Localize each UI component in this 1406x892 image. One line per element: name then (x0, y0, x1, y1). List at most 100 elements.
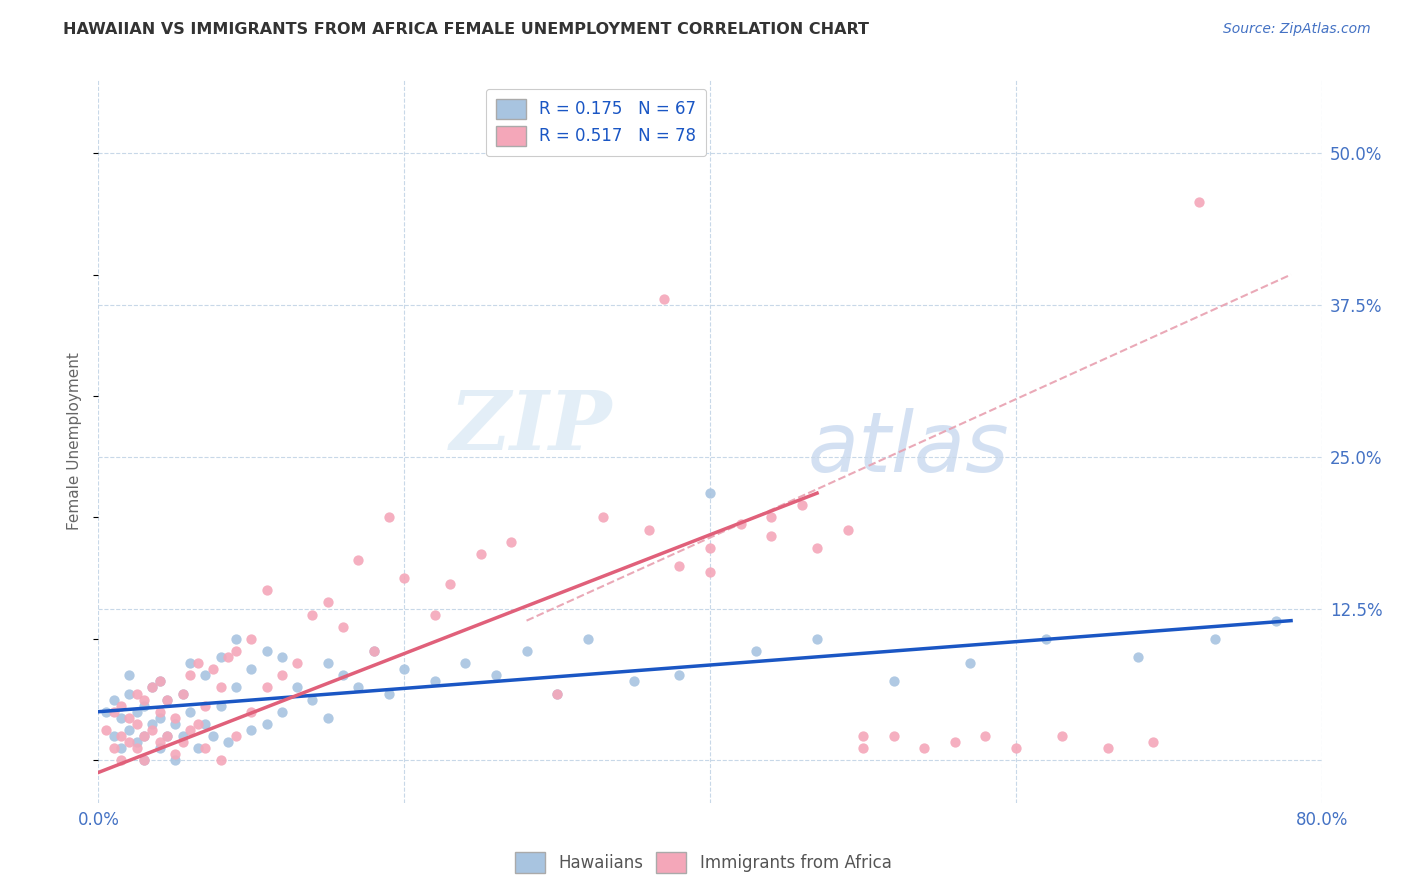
Point (141, 681, 163, 695)
Point (378, 686, 401, 700)
Point (202, 729, 225, 743)
Point (118, 711, 141, 725)
Point (501, 534, 523, 549)
Point (209, 650, 232, 665)
Point (187, 741, 209, 756)
Point (156, 692, 179, 706)
Point (103, 692, 125, 706)
Point (576, 632, 599, 646)
Point (392, 662, 416, 676)
Point (790, 498, 813, 512)
Point (256, 681, 278, 695)
Point (316, 656, 339, 670)
Point (225, 681, 247, 695)
Point (974, 729, 997, 743)
Point (134, 692, 156, 706)
Point (134, 729, 156, 743)
Point (172, 686, 194, 700)
Point (301, 692, 323, 706)
Point (125, 686, 148, 700)
Legend: Hawaiians, Immigrants from Africa: Hawaiians, Immigrants from Africa (508, 846, 898, 880)
Point (94, 723, 117, 737)
Point (454, 656, 477, 670)
Point (172, 735, 194, 749)
Point (439, 577, 461, 591)
Point (194, 717, 217, 731)
Point (103, 705, 125, 719)
Point (240, 705, 263, 719)
Point (347, 553, 370, 567)
Point (225, 632, 247, 646)
Point (1188, 194, 1211, 209)
Point (943, 735, 966, 749)
Point (285, 681, 308, 695)
Point (256, 717, 278, 731)
Point (392, 571, 416, 585)
Point (149, 741, 172, 756)
Text: atlas: atlas (808, 409, 1010, 490)
Point (1264, 614, 1286, 628)
Point (118, 723, 141, 737)
Point (103, 729, 125, 743)
Y-axis label: Female Unemployment: Female Unemployment (67, 352, 83, 531)
Point (285, 656, 308, 670)
Point (141, 681, 163, 695)
Text: HAWAIIAN VS IMMIGRANTS FROM AFRICA FEMALE UNEMPLOYMENT CORRELATION CHART: HAWAIIAN VS IMMIGRANTS FROM AFRICA FEMAL… (63, 22, 869, 37)
Point (179, 668, 201, 682)
Point (316, 595, 339, 609)
Point (194, 698, 217, 713)
Point (301, 607, 323, 622)
Point (225, 729, 247, 743)
Point (623, 674, 645, 689)
Point (187, 656, 209, 670)
Point (668, 668, 690, 682)
Point (1004, 741, 1026, 756)
Point (134, 753, 156, 767)
Point (194, 668, 217, 682)
Point (240, 632, 263, 646)
Point (270, 668, 292, 682)
Point (332, 668, 354, 682)
Point (156, 692, 179, 706)
Point (470, 547, 492, 561)
Point (1050, 729, 1073, 743)
Point (516, 644, 538, 658)
Point (103, 741, 125, 756)
Point (745, 644, 768, 658)
Point (149, 674, 172, 689)
Point (225, 644, 247, 658)
Point (592, 510, 614, 524)
Point (179, 723, 201, 737)
Point (118, 668, 141, 682)
Point (163, 717, 186, 731)
Point (209, 681, 232, 695)
Point (141, 717, 163, 731)
Point (149, 674, 172, 689)
Point (125, 717, 148, 731)
Point (423, 607, 446, 622)
Point (149, 711, 172, 725)
Point (852, 741, 875, 756)
Point (883, 729, 905, 743)
Point (156, 729, 179, 743)
Point (149, 735, 172, 749)
Point (179, 705, 201, 719)
Point (270, 705, 292, 719)
Point (240, 723, 263, 737)
Point (149, 705, 172, 719)
Point (209, 698, 232, 713)
Point (363, 644, 385, 658)
Point (546, 686, 568, 700)
Point (1097, 741, 1119, 756)
Point (194, 741, 217, 756)
Point (163, 753, 186, 767)
Point (759, 510, 782, 524)
Point (94, 705, 117, 719)
Legend: R = 0.175   N = 67, R = 0.517   N = 78: R = 0.175 N = 67, R = 0.517 N = 78 (486, 88, 706, 156)
Text: ZIP: ZIP (450, 387, 612, 467)
Point (125, 735, 148, 749)
Point (209, 753, 232, 767)
Point (347, 681, 370, 695)
Point (668, 559, 690, 574)
Point (316, 711, 339, 725)
